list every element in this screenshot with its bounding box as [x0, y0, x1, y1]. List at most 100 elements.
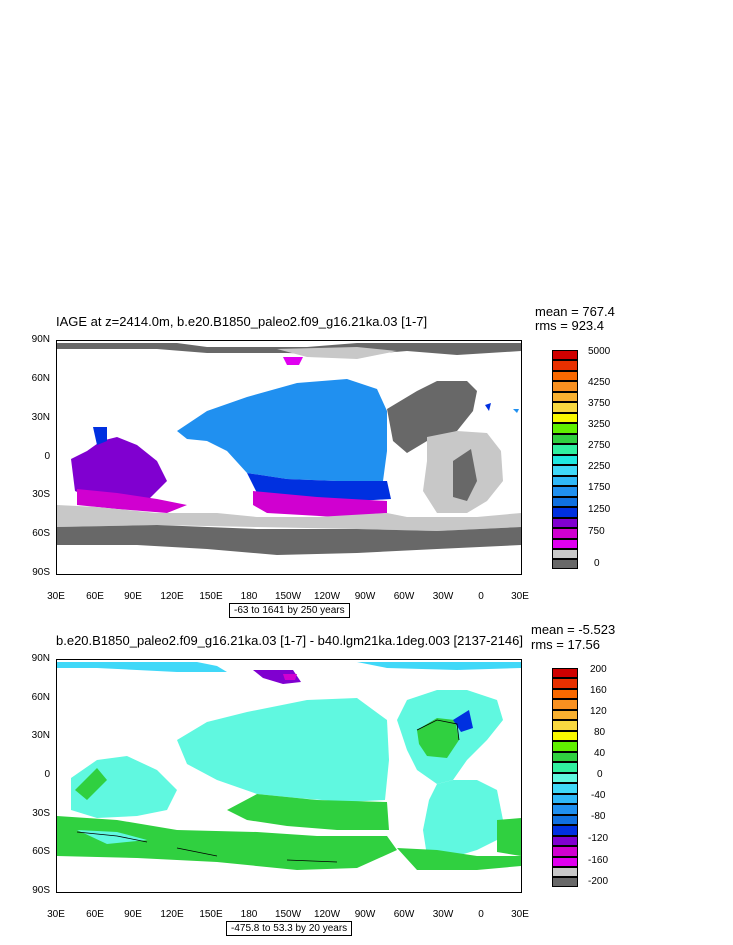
- panel1-cb-swatch: [552, 350, 578, 360]
- panel2-cb-swatch: [552, 762, 578, 773]
- panel2-cb-label: -160: [588, 855, 609, 866]
- panel2-lon-4: 150E: [199, 909, 223, 920]
- panel2-lat-90s: 90S: [32, 885, 50, 896]
- panel2-cb-label: 120: [590, 706, 607, 717]
- panel1-lat-30n: 30N: [31, 412, 50, 423]
- panel1-cb-label: 3250: [588, 419, 611, 430]
- panel1-cb-swatch: [552, 528, 578, 539]
- panel1-cb-swatch: [552, 455, 578, 465]
- panel2-range-note: -475.8 to 53.3 by 20 years: [226, 921, 353, 936]
- panel2-cb-label: 80: [594, 727, 606, 738]
- panel1-lon-4: 150E: [199, 591, 223, 602]
- panel2-lon-1: 60E: [86, 909, 104, 920]
- panel1-lon-2: 90E: [124, 591, 142, 602]
- panel2-cb-swatch: [552, 689, 578, 699]
- panel2-cb-swatch: [552, 783, 578, 794]
- panel2-cb-label: 160: [590, 685, 607, 696]
- panel2-colorbar: [552, 668, 632, 887]
- panel1-lat-90n: 90N: [31, 334, 50, 345]
- panel2-cb-swatch: [552, 741, 578, 752]
- panel2-cb-label: 40: [594, 748, 606, 759]
- panel2-cb-swatch: [552, 846, 578, 857]
- panel1-mean: mean = 767.4: [535, 304, 615, 319]
- panel2-cb-swatch: [552, 720, 578, 731]
- panel2-cb-label: -80: [591, 811, 606, 822]
- panel2-cb-label: -40: [591, 790, 606, 801]
- panel2-cb-label: -200: [588, 876, 609, 887]
- panel2-lat-60n: 60N: [31, 692, 50, 703]
- panel2-lon-7: 120W: [313, 909, 341, 920]
- panel1-lon-1: 60E: [86, 591, 104, 602]
- panel1-lat-90s: 90S: [32, 567, 50, 578]
- panel1-cb-swatch: [552, 423, 578, 434]
- panel1-cb-swatch: [552, 486, 578, 497]
- panel1-cb-label: 4250: [588, 377, 611, 388]
- panel2-lon-9: 60W: [393, 909, 415, 920]
- panel1-cb-label: 2250: [588, 461, 611, 472]
- panel2-cb-swatch: [552, 877, 578, 887]
- panel2-cb-swatch: [552, 804, 578, 815]
- panel2-cb-swatch: [552, 794, 578, 804]
- panel2-cb-swatch: [552, 699, 578, 710]
- panel1-lon-9: 60W: [393, 591, 415, 602]
- panel2-cb-swatch: [552, 752, 578, 762]
- panel1-title: IAGE at z=2414.0m, b.e20.B1850_paleo2.f0…: [56, 314, 428, 329]
- panel1-cb-swatch: [552, 507, 578, 518]
- panel1-cb-label: 3750: [588, 398, 611, 409]
- panel1-lon-8: 90W: [354, 591, 376, 602]
- panel2-cb-label: -120: [588, 833, 609, 844]
- panel1-cb-swatch: [552, 381, 578, 392]
- panel2-lon-5: 180: [240, 909, 258, 920]
- panel1-lon-6: 150W: [274, 591, 302, 602]
- panel1-lon-0: 30E: [47, 591, 65, 602]
- panel1-lon-10: 30W: [432, 591, 454, 602]
- panel1-cb-label: 750: [588, 526, 605, 537]
- panel2-cb-swatch: [552, 815, 578, 825]
- panel1-cb-label: 1250: [588, 504, 611, 515]
- panel2-cb-swatch: [552, 836, 578, 846]
- panel2-cb-swatch: [552, 773, 578, 783]
- panel2-lat-30n: 30N: [31, 730, 50, 741]
- panel2-map: [56, 659, 522, 893]
- panel1-range-note: -63 to 1641 by 250 years: [229, 603, 350, 618]
- panel1-cb-swatch: [552, 559, 578, 569]
- panel2-lat-0: 0: [44, 769, 50, 780]
- panel2-cb-label: 0: [597, 769, 603, 780]
- panel1-lat-60s: 60S: [32, 528, 50, 539]
- panel1-cb-swatch: [552, 444, 578, 455]
- panel1-rms: rms = 923.4: [535, 318, 605, 333]
- panel2-lon-10: 30W: [432, 909, 454, 920]
- panel2-lon-6: 150W: [274, 909, 302, 920]
- panel2-lon-3: 120E: [160, 909, 184, 920]
- panel1-cb-swatch: [552, 413, 578, 423]
- panel2-cb-swatch: [552, 867, 578, 877]
- panel2-lon-11: 0: [478, 909, 484, 920]
- panel2-map-field: [57, 662, 521, 870]
- panel1-cb-swatch: [552, 465, 578, 476]
- panel2-title: b.e20.B1850_paleo2.f09_g16.21ka.03 [1-7]…: [56, 633, 523, 648]
- panel1-lat-60n: 60N: [31, 373, 50, 384]
- panel2-lat-60s: 60S: [32, 846, 50, 857]
- panel2-cb-label: 200: [590, 664, 607, 675]
- panel2-rms: rms = 17.56: [531, 637, 601, 652]
- panel1-cb-label: 2750: [588, 440, 611, 451]
- panel2-cb-swatch: [552, 668, 578, 678]
- panel2-cb-swatch: [552, 678, 578, 689]
- panel2-lon-0: 30E: [47, 909, 65, 920]
- panel1-map-field: [57, 343, 521, 555]
- panel2-lon-2: 90E: [124, 909, 142, 920]
- panel1-cb-swatch: [552, 402, 578, 413]
- panel2-lat-90n: 90N: [31, 653, 50, 664]
- panel1-cb-swatch: [552, 434, 578, 444]
- panel1-cb-label: 5000: [588, 346, 611, 357]
- panel2-lon-8: 90W: [354, 909, 376, 920]
- panel1-cb-label: 1750: [588, 482, 611, 493]
- panel2-lon-12: 30E: [511, 909, 529, 920]
- panel1-lat-30s: 30S: [32, 489, 50, 500]
- panel1-lon-12: 30E: [511, 591, 529, 602]
- panel1-lon-7: 120W: [313, 591, 341, 602]
- panel2-cb-swatch: [552, 731, 578, 741]
- panel2-lat-30s: 30S: [32, 808, 50, 819]
- panel1-cb-swatch: [552, 371, 578, 381]
- panel1-map: [56, 340, 522, 575]
